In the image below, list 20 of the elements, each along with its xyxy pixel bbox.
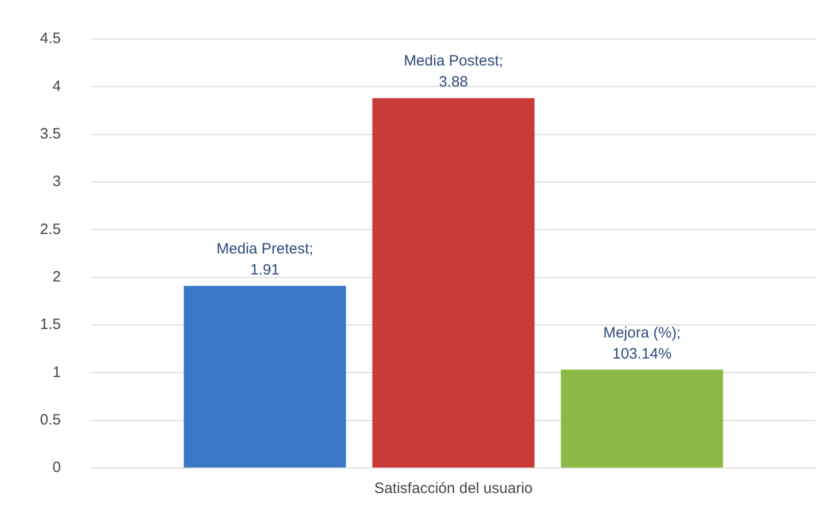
- x-tick-label: Satisfacción del usuario: [374, 480, 533, 498]
- y-tick-label: 3: [52, 173, 61, 190]
- bar: [372, 98, 534, 468]
- y-tick-label: 0.5: [40, 411, 61, 428]
- data-label: 1.91: [250, 262, 280, 279]
- series-label: Media Postest;: [404, 52, 504, 70]
- y-tick-label: 2: [52, 268, 61, 286]
- y-tick-label: 2.5: [40, 220, 61, 238]
- y-tick-label: 0: [52, 459, 61, 476]
- series-label: Media Pretest;: [216, 240, 314, 258]
- data-label: 103.14%: [612, 345, 672, 362]
- bar: [184, 286, 346, 468]
- y-tick-label: 1.5: [40, 316, 61, 334]
- y-tick-label: 4: [52, 78, 61, 95]
- series-label: Mejora (%);: [603, 324, 681, 342]
- y-tick-label: 1: [52, 364, 61, 381]
- y-tick-label: 3.5: [40, 125, 61, 142]
- y-tick-label: 4.5: [40, 30, 61, 48]
- data-label: 3.88: [438, 74, 468, 91]
- bar: [560, 370, 724, 468]
